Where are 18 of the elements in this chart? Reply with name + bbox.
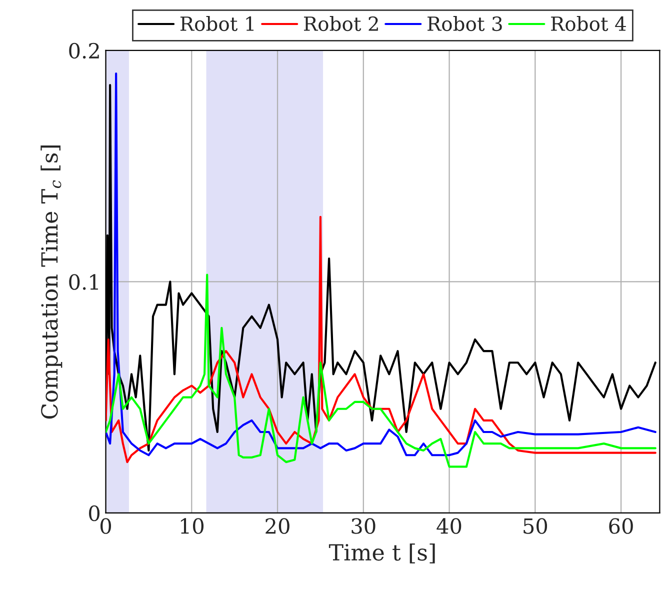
x-tick-label: 20 <box>266 518 290 534</box>
y-tick-label: 0 <box>89 505 100 522</box>
x-axis-title: Time t [s] <box>328 544 435 564</box>
line-series <box>106 216 656 464</box>
legend-label: Robot 1 <box>180 16 254 32</box>
legend-label: Robot 3 <box>428 16 502 32</box>
x-tick-label: 60 <box>609 518 633 534</box>
x-tick-label: 40 <box>436 518 462 534</box>
x-tick-label: 10 <box>180 518 204 534</box>
legend-label: Robot 4 <box>551 16 626 32</box>
legend-label: Robot 2 <box>304 16 378 32</box>
y-tick-label: 0.2 <box>69 42 99 59</box>
x-tick-label: 0 <box>100 518 112 534</box>
x-tick-label: 50 <box>524 518 548 534</box>
x-tick-label: 30 <box>352 518 376 534</box>
line-series <box>106 274 656 468</box>
y-tick-label: 0.1 <box>69 274 98 290</box>
y-axis-title: Computation Time T$_{c}$ [s] <box>40 146 62 419</box>
